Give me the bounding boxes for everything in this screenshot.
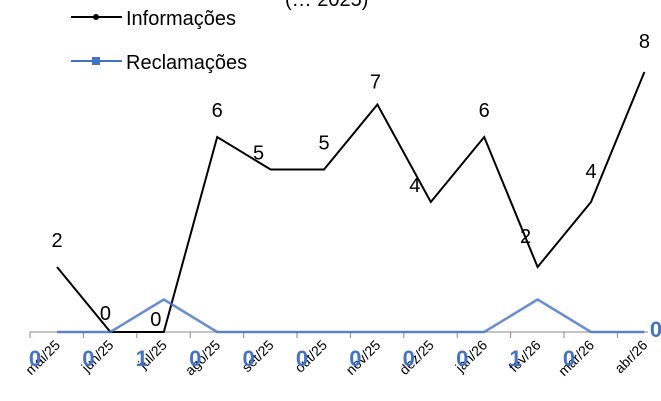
x-tick-label: abr/26 bbox=[611, 337, 651, 377]
data-label-informacoes: 0 bbox=[150, 309, 161, 331]
data-label-reclamacoes: 0 bbox=[82, 346, 94, 371]
legend-marker-informacoes bbox=[93, 14, 99, 20]
data-label-reclamacoes: 1 bbox=[509, 346, 521, 371]
data-label-reclamacoes: 0 bbox=[456, 346, 468, 371]
data-label-informacoes: 8 bbox=[639, 31, 650, 53]
data-label-informacoes: 4 bbox=[585, 161, 596, 183]
series-line-informacoes bbox=[56, 71, 646, 333]
data-label-informacoes: 5 bbox=[318, 133, 329, 155]
data-label-reclamacoes: 0 bbox=[242, 346, 254, 371]
legend-label-informacoes: Informações bbox=[126, 8, 236, 30]
data-label-informacoes: 7 bbox=[370, 72, 381, 94]
data-label-reclamacoes: 0 bbox=[403, 346, 415, 371]
data-label-informacoes: 5 bbox=[253, 143, 264, 165]
data-label-informacoes: 2 bbox=[520, 226, 531, 248]
data-label-informacoes: 6 bbox=[212, 100, 223, 122]
data-label-informacoes: 6 bbox=[479, 100, 490, 122]
legend-label-reclamacoes: Reclamações bbox=[126, 52, 247, 74]
series-line-reclamacoes bbox=[57, 298, 645, 334]
series-layer bbox=[56, 71, 646, 334]
data-label-reclamacoes: 0 bbox=[563, 346, 575, 371]
data-label-informacoes: 4 bbox=[409, 175, 420, 197]
data-label-reclamacoes: 0 bbox=[189, 346, 201, 371]
data-label-reclamacoes: 1 bbox=[136, 346, 148, 371]
chart-title: (… 2025) bbox=[285, 0, 368, 11]
data-label-reclamacoes: 0 bbox=[650, 317, 661, 342]
x-tick-label: ago/25 bbox=[182, 337, 224, 379]
data-label-informacoes: 2 bbox=[51, 230, 62, 252]
data-label-reclamacoes: 0 bbox=[29, 346, 41, 371]
data-label-reclamacoes: 0 bbox=[349, 346, 361, 371]
data-label-reclamacoes: 0 bbox=[296, 346, 308, 371]
data-label-informacoes: 0 bbox=[100, 303, 111, 325]
x-tick-label: mar/26 bbox=[555, 337, 597, 379]
legend: Informações Reclamações bbox=[71, 8, 247, 74]
legend-marker-reclamacoes bbox=[92, 57, 100, 65]
